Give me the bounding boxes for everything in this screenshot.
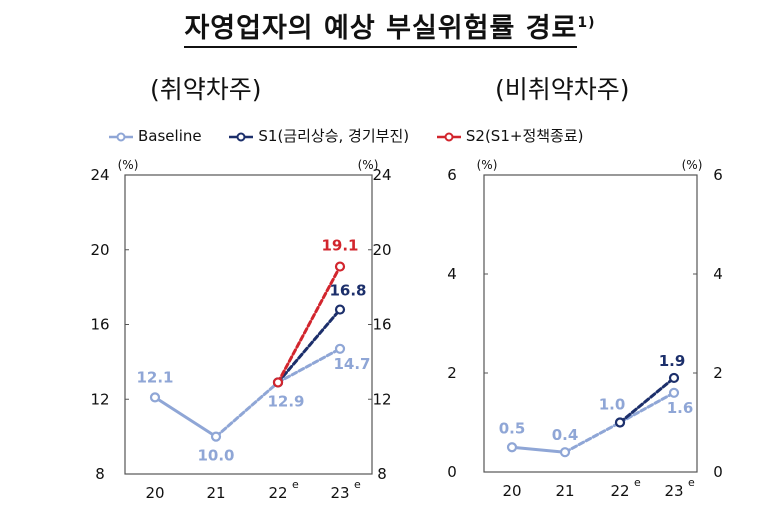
- legend-marker-s1: [229, 132, 254, 141]
- series-line-baseline-0-2: [276, 347, 342, 384]
- y-tick-label-right-0-0: 8: [377, 465, 387, 483]
- x-tick-label-0-1: 21: [206, 484, 225, 502]
- y-tick-label-left-0-0: 8: [95, 465, 105, 483]
- data-label-s2-0-3: 19.1: [321, 237, 358, 255]
- x-tick-label-1-2: 22: [610, 482, 629, 500]
- y-tick-label-right-1-3: 6: [713, 166, 723, 184]
- data-point-baseline-0-1: [210, 431, 222, 442]
- x-tick-label-0-2: 22: [268, 484, 287, 502]
- data-point-s1-0-3: [334, 304, 346, 315]
- data-point-baseline-1-3: [668, 387, 680, 398]
- legend-label-baseline: Baseline: [138, 127, 202, 145]
- series-line-baseline-0-0: [153, 395, 218, 439]
- plot-frame-1: [483, 174, 698, 473]
- x-tick-superscript-0-2: e: [292, 478, 299, 491]
- legend-item-s2: S2(S1+정책종료): [436, 125, 584, 146]
- unit-label-left-1: (%): [477, 158, 498, 172]
- y-tick-label-right-1-0: 0: [713, 463, 723, 481]
- x-tick-label-1-0: 20: [502, 482, 521, 500]
- y-tick-label-left-0-4: 24: [90, 166, 109, 184]
- data-label-baseline-1-2: 1.0: [599, 396, 626, 414]
- data-label-baseline-1-0: 0.5: [499, 419, 526, 437]
- data-point-s2-0-3: [334, 261, 346, 272]
- x-tick-superscript-1-2: e: [634, 476, 641, 489]
- x-tick-superscript-0-3: e: [354, 478, 361, 491]
- data-point-baseline-1-1: [559, 447, 571, 458]
- series-line-s2-0-0: [276, 265, 342, 384]
- series-line-baseline-0-1: [214, 380, 280, 439]
- right-panel-subtitle: (비취약차주): [495, 75, 630, 104]
- legend-item-baseline: Baseline: [108, 127, 202, 145]
- data-label-s1-0-3: 16.8: [329, 282, 366, 300]
- data-label-s1-1-3: 1.9: [659, 352, 686, 370]
- x-tick-superscript-1-3: e: [688, 476, 695, 489]
- legend-marker-s2: [436, 132, 461, 141]
- legend-item-s1: S1(금리상승, 경기부진): [228, 125, 409, 146]
- y-tick-label-left-1-0: 0: [447, 463, 457, 481]
- data-label-baseline-0-2: 12.9: [267, 392, 304, 410]
- y-tick-label-left-0-3: 20: [90, 241, 109, 259]
- legend-label-s1: S1(금리상승, 경기부진): [258, 127, 410, 145]
- unit-label-right-1: (%): [682, 158, 703, 172]
- unit-label-right-0: (%): [358, 158, 379, 172]
- legend-label-s2: S2(S1+정책종료): [465, 127, 584, 145]
- data-point-s1-1-3: [668, 372, 680, 384]
- series-line-s1-0-0: [276, 308, 342, 384]
- y-tick-label-right-1-2: 4: [713, 265, 723, 283]
- chart-title-text: 자영업자의 예상 부실위험률 경로: [184, 13, 578, 48]
- y-tick-label-left-1-2: 4: [447, 265, 457, 283]
- unit-label-left-0: (%): [118, 158, 139, 172]
- x-tick-label-0-0: 20: [145, 484, 164, 502]
- data-point-s2-0-2: [272, 377, 284, 388]
- y-tick-label-left-0-1: 12: [90, 390, 109, 408]
- data-label-baseline-0-0: 12.1: [136, 368, 173, 386]
- x-tick-label-1-3: 23: [664, 482, 683, 500]
- series-line-s1-1-0: [618, 376, 676, 424]
- data-point-baseline-0-3: [334, 343, 346, 354]
- series-line-baseline-1-2: [618, 391, 676, 424]
- y-tick-label-right-0-1: 12: [372, 390, 391, 408]
- y-tick-label-right-0-2: 16: [372, 316, 391, 334]
- data-label-baseline-0-1: 10.0: [197, 447, 234, 465]
- data-label-baseline-1-1: 0.4: [552, 426, 579, 444]
- y-tick-label-left-1-3: 6: [447, 166, 457, 184]
- x-tick-label-1-1: 21: [555, 482, 574, 500]
- data-point-s1-1-2: [614, 417, 626, 428]
- data-point-baseline-1-0: [506, 442, 518, 453]
- y-tick-label-left-1-1: 2: [447, 364, 457, 382]
- chart-title: 자영업자의 예상 부실위험률 경로1): [0, 6, 780, 48]
- title-footnote: 1): [577, 15, 596, 31]
- data-point-baseline-0-0: [149, 392, 161, 403]
- y-tick-label-right-0-4: 24: [372, 166, 391, 184]
- data-label-baseline-1-3: 1.6: [667, 399, 694, 417]
- data-label-baseline-0-3: 14.7: [333, 355, 370, 373]
- y-tick-label-right-1-1: 2: [713, 364, 723, 382]
- plot-frame-0: [124, 174, 373, 475]
- legend-marker-baseline: [109, 132, 133, 141]
- x-tick-label-0-3: 23: [330, 484, 349, 502]
- legend: Baseline S1(금리상승, 경기부진) S2(S1+정책종료): [108, 125, 606, 146]
- series-line-baseline-1-1: [563, 421, 622, 454]
- y-tick-label-left-0-2: 16: [90, 316, 109, 334]
- series-line-baseline-1-0: [510, 445, 567, 454]
- y-tick-label-right-0-3: 20: [372, 241, 391, 259]
- left-panel-subtitle: (취약차주): [150, 75, 262, 104]
